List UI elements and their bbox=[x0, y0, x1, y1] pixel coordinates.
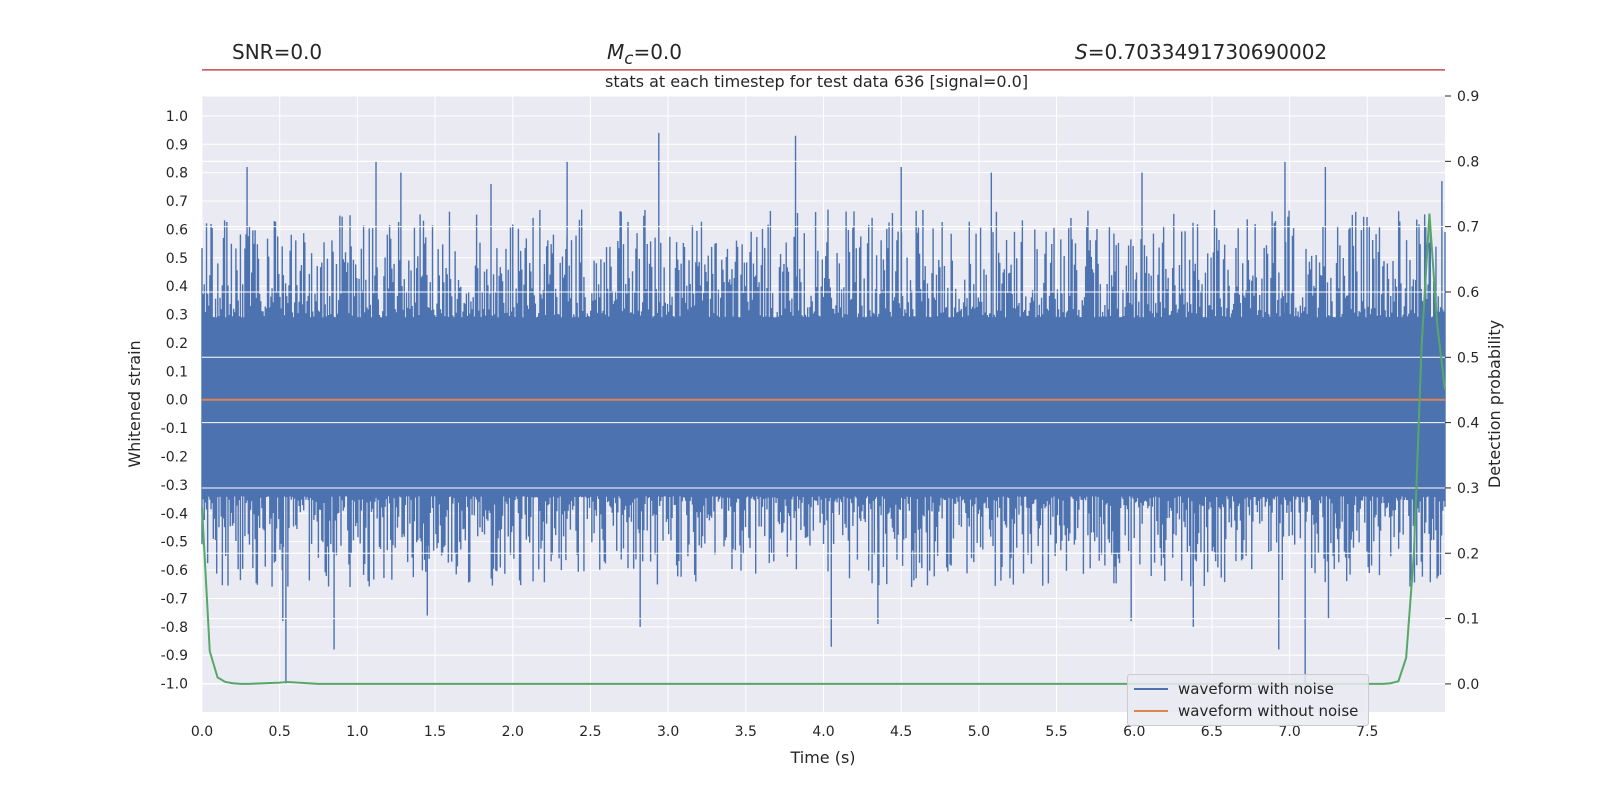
y-tick-label: 1.0 bbox=[166, 109, 188, 125]
y-tick-label: -0.9 bbox=[161, 648, 188, 664]
x-tick-label: 0.5 bbox=[269, 724, 291, 740]
y-tick-label: 0.3 bbox=[166, 308, 188, 324]
chart-title: stats at each timestep for test data 636… bbox=[605, 72, 1029, 91]
y-tick-label: -0.3 bbox=[161, 478, 188, 494]
x-tick-label: 3.5 bbox=[735, 724, 757, 740]
legend-label-with-noise: waveform with noise bbox=[1178, 680, 1334, 698]
y-right-tick-label: 0.7 bbox=[1457, 220, 1479, 236]
y-right-tick-label: 0.4 bbox=[1457, 416, 1479, 432]
y-tick-label: 0.6 bbox=[166, 222, 188, 238]
y-tick-label: -1.0 bbox=[161, 677, 188, 693]
legend-label-without-noise: waveform without noise bbox=[1178, 702, 1359, 720]
legend-swatch-orange bbox=[1134, 710, 1168, 712]
y-tick-label: -0.5 bbox=[161, 535, 188, 551]
y-tick-label: 0.5 bbox=[166, 251, 188, 267]
y-right-tick-label: 0.2 bbox=[1457, 546, 1479, 562]
y-tick-label: 0.0 bbox=[166, 393, 188, 409]
y-right-tick-label: 0.9 bbox=[1457, 89, 1479, 105]
x-tick-label: 5.0 bbox=[968, 724, 990, 740]
legend: waveform with noise waveform without noi… bbox=[1127, 674, 1369, 726]
series-detection-probability bbox=[201, 213, 1446, 685]
y-right-tick-label: 0.3 bbox=[1457, 481, 1479, 497]
chirp-mass-readout: Mc=0.0 bbox=[607, 40, 683, 68]
y-tick-label: 0.2 bbox=[166, 336, 188, 352]
y-tick-label: -0.1 bbox=[161, 421, 188, 437]
x-tick-label: 2.5 bbox=[579, 724, 601, 740]
x-tick-label: 2.0 bbox=[502, 724, 524, 740]
y-right-tick-label: 0.8 bbox=[1457, 154, 1479, 170]
x-tick-label: 1.5 bbox=[424, 724, 446, 740]
score-readout: S=0.7033491730690002 bbox=[1075, 40, 1328, 64]
x-axis-label: Time (s) bbox=[789, 748, 855, 767]
y-tick-label: 0.4 bbox=[166, 279, 188, 295]
y-tick-label: 0.8 bbox=[166, 166, 188, 182]
y-right-tick-label: 0.5 bbox=[1457, 350, 1479, 366]
x-tick-label: 1.0 bbox=[346, 724, 368, 740]
x-tick-label: 7.0 bbox=[1278, 724, 1300, 740]
y-tick-label: -0.8 bbox=[161, 620, 188, 636]
x-tick-label: 4.5 bbox=[890, 724, 912, 740]
y-tick-label: -0.7 bbox=[161, 591, 188, 607]
tick-layer: 0.0 0.5 1.0 1.5 2.0 2.5 3.0 3.5 4.0 4.5 5.0 5.5 6.0 6… bbox=[161, 89, 1480, 740]
x-tick-label: 6.0 bbox=[1123, 724, 1145, 740]
series-layer bbox=[201, 69, 1446, 685]
x-tick-label: 3.0 bbox=[657, 724, 679, 740]
y-tick-label: 0.9 bbox=[166, 137, 188, 153]
x-tick-label: 5.5 bbox=[1045, 724, 1067, 740]
legend-item-with-noise: waveform with noise bbox=[1134, 679, 1334, 699]
y-tick-label: -0.4 bbox=[161, 506, 188, 522]
y-tick-label: 0.1 bbox=[166, 364, 188, 380]
x-tick-label: 0.0 bbox=[191, 724, 213, 740]
y-tick-label: -0.2 bbox=[161, 450, 188, 466]
x-tick-label: 6.5 bbox=[1201, 724, 1223, 740]
y-axis-label-left: Whitened strain bbox=[125, 340, 144, 467]
y-right-tick-label: 0.1 bbox=[1457, 612, 1479, 628]
y-right-tick-label: 0.0 bbox=[1457, 677, 1479, 693]
x-tick-label: 4.0 bbox=[812, 724, 834, 740]
y-right-tick-label: 0.6 bbox=[1457, 285, 1479, 301]
legend-swatch-blue bbox=[1134, 688, 1168, 690]
y-tick-label: 0.7 bbox=[166, 194, 188, 210]
y-tick-label: -0.6 bbox=[161, 563, 188, 579]
x-tick-label: 7.5 bbox=[1356, 724, 1378, 740]
legend-item-without-noise: waveform without noise bbox=[1134, 701, 1358, 721]
y-axis-label-right: Detection probability bbox=[1485, 320, 1504, 488]
snr-readout: SNR=0.0 bbox=[232, 40, 323, 64]
